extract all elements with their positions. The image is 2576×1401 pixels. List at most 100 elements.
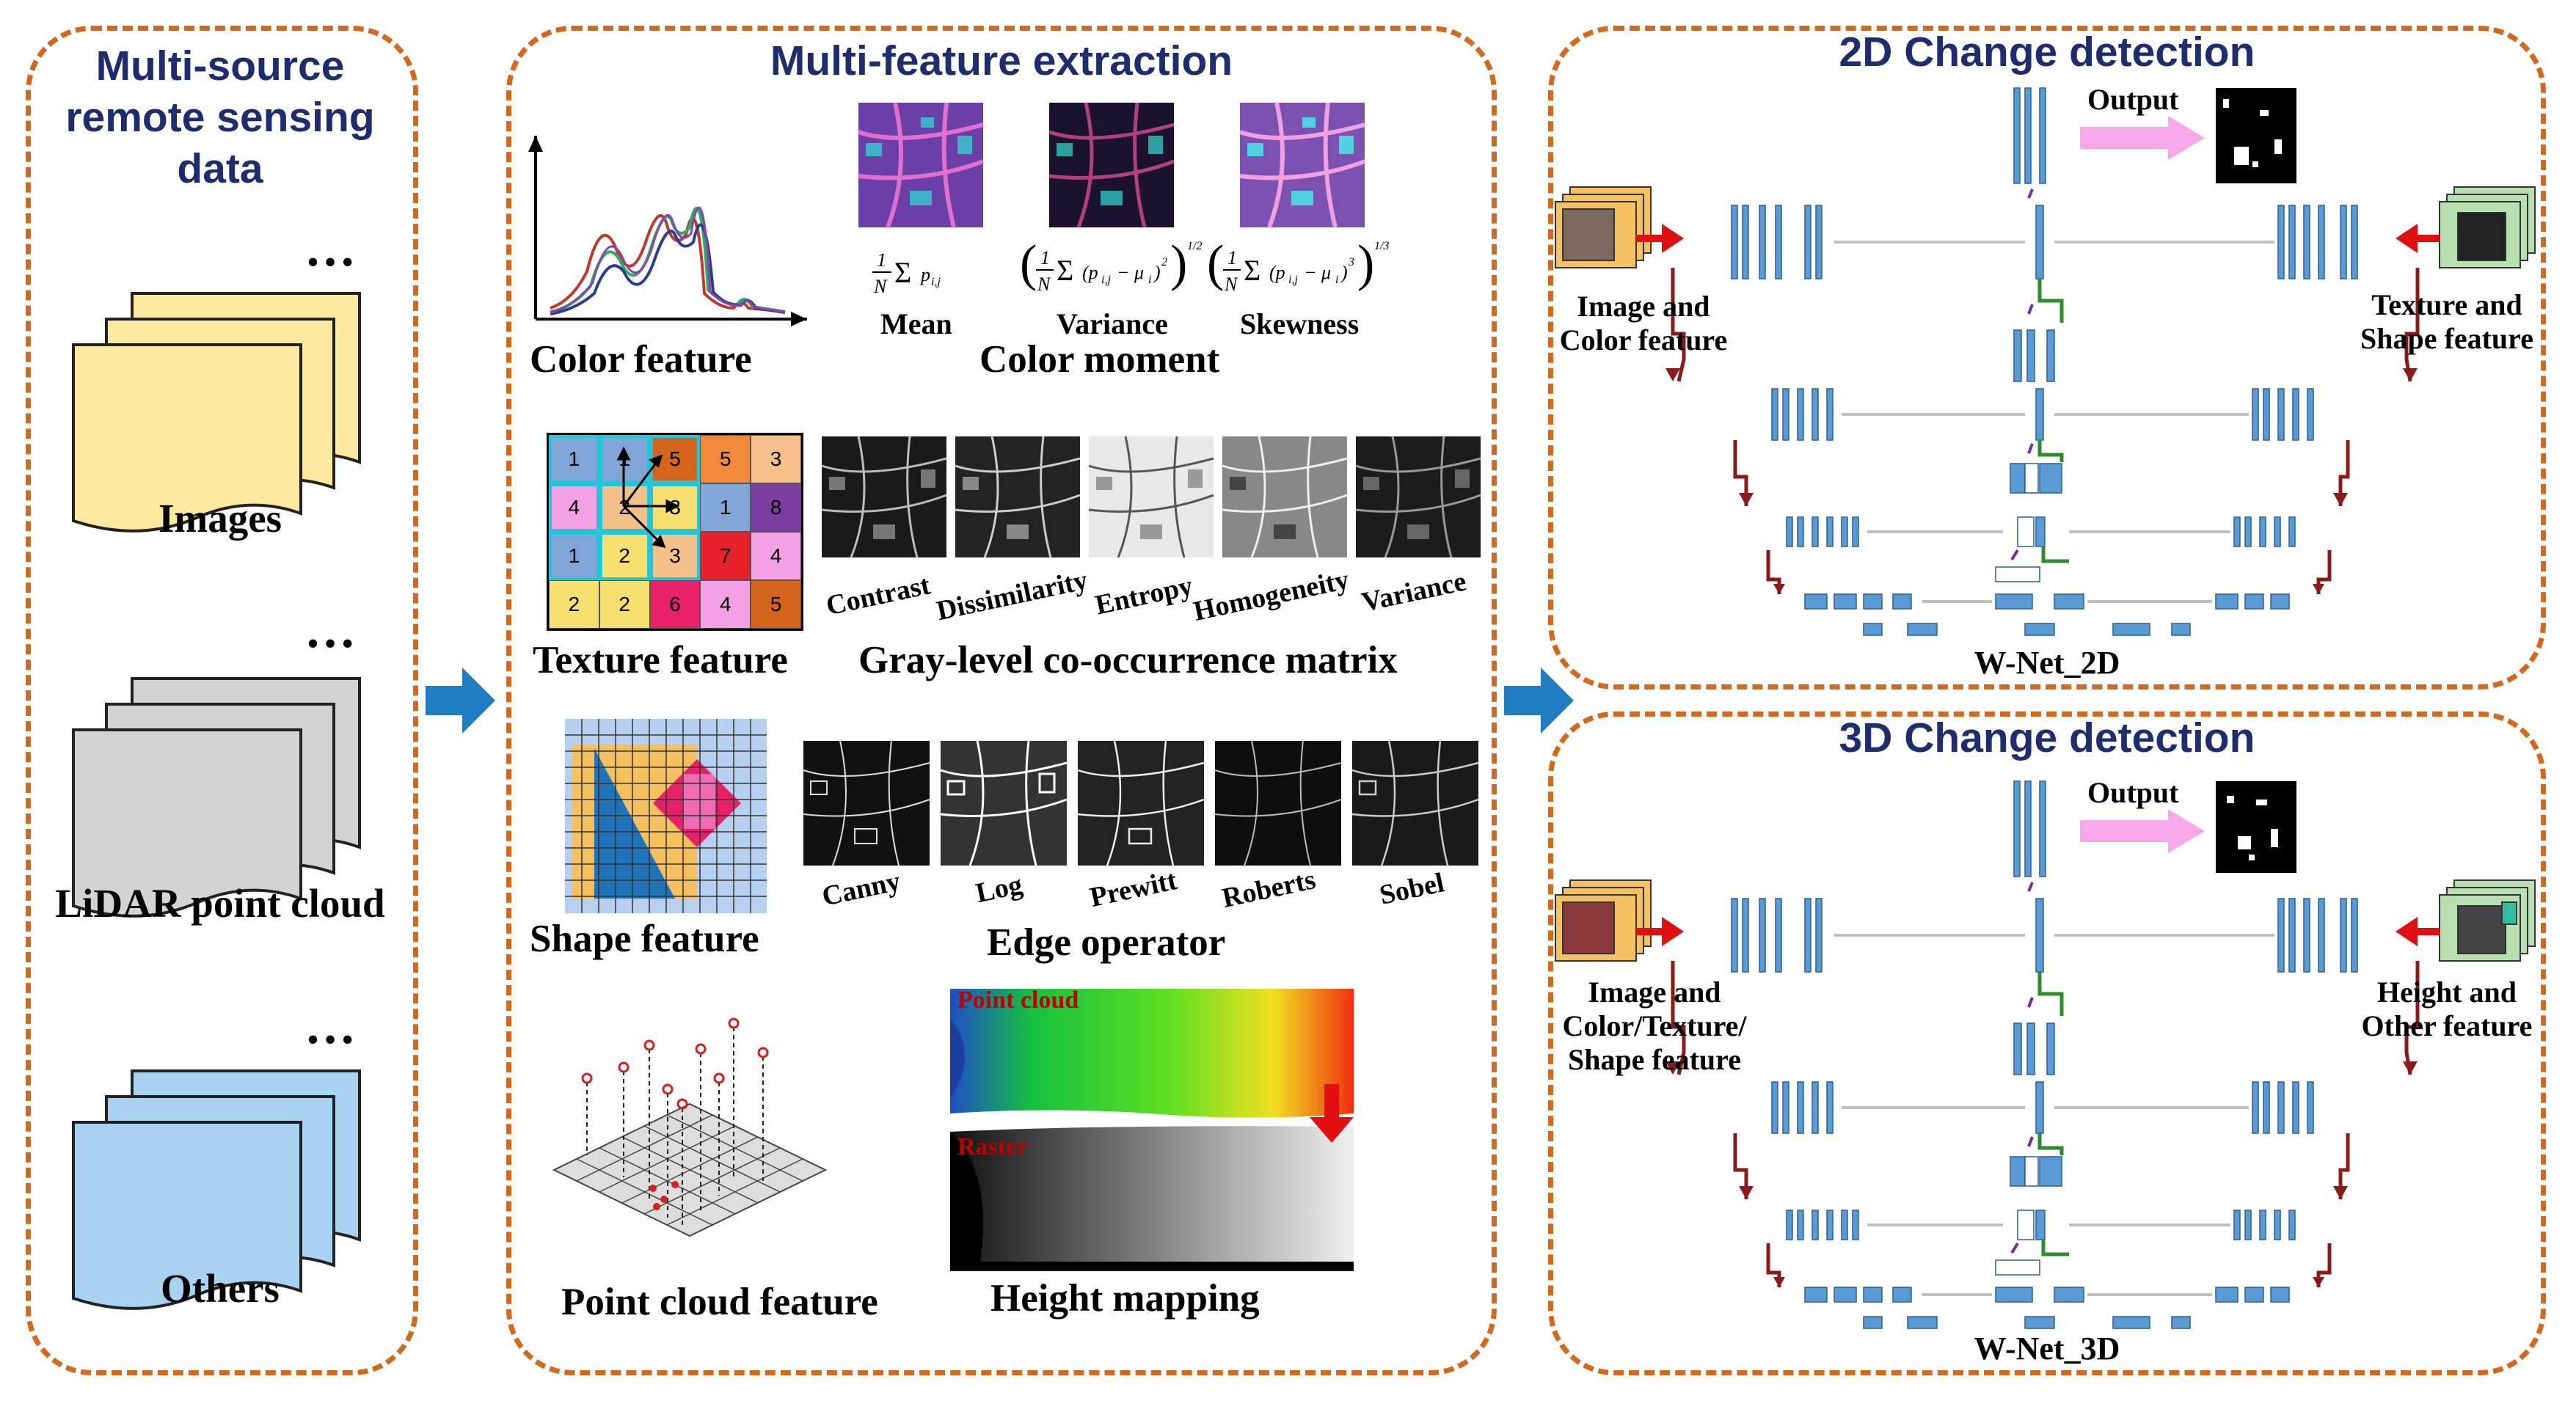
sources-title-line-1: Multi-source xyxy=(95,43,345,89)
left-input-line-2: Color/Texture/ xyxy=(1562,1009,1747,1042)
svg-text:Σ: Σ xyxy=(1244,254,1260,287)
svg-text:Σ: Σ xyxy=(894,256,911,289)
skewness-label: Skewness xyxy=(1240,307,1360,340)
svg-text:N: N xyxy=(873,276,888,297)
flow-arrow-2 xyxy=(1504,667,1574,734)
point-cloud-map xyxy=(950,989,1354,1118)
output-map-3d xyxy=(2216,781,2296,873)
svg-text:): ) xyxy=(1340,262,1348,283)
raster-map xyxy=(950,1126,1354,1268)
color-moment-label: Color moment xyxy=(979,338,1220,381)
svg-text:Σ: Σ xyxy=(1057,254,1073,287)
sources-title-line-2: remote sensing xyxy=(65,94,375,141)
svg-text:): ) xyxy=(1153,262,1161,283)
sources-title-line-3: data xyxy=(177,145,263,192)
glcm-homogeneity-image xyxy=(1222,436,1348,558)
histogram-series-red xyxy=(550,214,786,313)
grid-cell: 3 xyxy=(751,435,801,483)
change3d-title: 3D Change detection xyxy=(1839,714,2255,761)
mean-image xyxy=(858,102,985,229)
lidar-stack-icon xyxy=(72,677,361,918)
svg-text:i,j: i,j xyxy=(1288,274,1298,286)
point-cloud-grid-image xyxy=(552,1017,828,1237)
grid-cell: 5 xyxy=(751,580,801,629)
edge-log-image xyxy=(940,740,1068,866)
svg-text:(p: (p xyxy=(1082,262,1098,283)
svg-text:(: ( xyxy=(1020,235,1037,292)
wnet-2d-diagram xyxy=(1555,87,2536,636)
mean-label: Mean xyxy=(880,307,952,340)
svg-text:1: 1 xyxy=(1040,247,1050,268)
skewness-formula: ( 1 N Σ (p i,j − μ i) 3 ) 1/3 xyxy=(1207,235,1389,295)
shape-feature-label: Shape feature xyxy=(530,918,759,960)
svg-text:1/2: 1/2 xyxy=(1187,240,1202,252)
grid-cell: 4 xyxy=(549,483,599,532)
histogram-series-purple xyxy=(550,206,786,314)
edge-operator-label: Edge operator xyxy=(987,921,1226,964)
height-mapping-label: Height mapping xyxy=(990,1277,1260,1320)
left-input-line-3: Shape feature xyxy=(1568,1043,1741,1076)
output-arrow-3d xyxy=(2080,809,2205,853)
svg-text:(p: (p xyxy=(1269,262,1285,283)
histogram-series-blue xyxy=(550,223,786,315)
svg-text:1: 1 xyxy=(1227,247,1237,268)
color-histogram-chart xyxy=(528,136,807,326)
edge-canny-image xyxy=(803,740,930,866)
change3d-right-input-label: Height and Other feature xyxy=(2348,976,2546,1043)
grid-cell: 1 xyxy=(549,532,599,580)
color-feature-label: Color feature xyxy=(530,338,752,381)
svg-text:1: 1 xyxy=(877,249,886,271)
mapping-down-arrow xyxy=(1310,1084,1354,1143)
images-label: Images xyxy=(158,496,282,541)
lidar-label: LiDAR point cloud xyxy=(55,881,385,926)
svg-text:): ) xyxy=(1170,235,1187,292)
flow-arrow-1 xyxy=(426,667,495,734)
mean-formula: 1 N Σ p i,j xyxy=(872,249,941,297)
height-mapping-image xyxy=(950,989,1354,1271)
svg-text:2: 2 xyxy=(1161,256,1167,268)
svg-text:(: ( xyxy=(1207,235,1224,292)
output-map-2d xyxy=(2216,88,2296,183)
texture-feature-label: Texture feature xyxy=(533,639,788,681)
change2d-title: 2D Change detection xyxy=(1839,29,2255,76)
edge-prewitt-image xyxy=(1077,740,1205,866)
grid-cell: 1 xyxy=(700,483,751,532)
svg-text:N: N xyxy=(1037,274,1051,295)
svg-text:i: i xyxy=(1335,274,1338,286)
output-arrow-2d xyxy=(2080,116,2205,160)
svg-text:3: 3 xyxy=(1348,256,1354,268)
ellipsis-images: … xyxy=(304,221,356,277)
wnet-3d-label: W-Net_3D xyxy=(1974,1331,2120,1367)
edge-sobel-image xyxy=(1351,740,1479,866)
right-input-line-2: Other feature xyxy=(2361,1009,2533,1042)
svg-text:): ) xyxy=(1357,235,1374,292)
grid-cell: 8 xyxy=(751,483,801,532)
features-title: Multi-feature extraction xyxy=(770,37,1233,84)
svg-text:i,j: i,j xyxy=(931,276,941,288)
grid-cell: 2 xyxy=(599,532,650,580)
change3d-left-input-label: Image and Color/Texture/ Shape feature xyxy=(1548,976,1761,1077)
left-input-line-1: Image and xyxy=(1577,290,1710,323)
grid-cell: 7 xyxy=(700,532,751,580)
right-input-line-2: Shape feature xyxy=(2360,322,2533,355)
left-input-line-1: Image and xyxy=(1588,976,1721,1009)
svg-text:− μ: − μ xyxy=(1117,262,1144,283)
ellipsis-lidar: … xyxy=(304,602,356,659)
others-stack-icon xyxy=(72,1069,361,1310)
glcm-label: Gray-level co-occurrence matrix xyxy=(858,639,1398,681)
shape-feature-image xyxy=(565,719,767,913)
images-stack-icon xyxy=(72,292,361,533)
left-input-line-2: Color feature xyxy=(1559,323,1728,356)
point-cloud-tag: Point cloud xyxy=(957,987,1079,1014)
raster-tag: Raster xyxy=(957,1133,1029,1160)
right-input-line-1: Height and xyxy=(2376,976,2517,1009)
others-label: Others xyxy=(161,1266,280,1311)
glcm-contrast-image xyxy=(821,436,947,558)
glcm-entropy-image xyxy=(1088,436,1214,558)
glcm-arrows xyxy=(616,446,680,549)
variance-image xyxy=(1048,102,1175,228)
grid-cell: 2 xyxy=(599,580,650,629)
svg-text:1/3: 1/3 xyxy=(1374,240,1389,252)
edge-roberts-image xyxy=(1214,740,1342,866)
skewness-image xyxy=(1239,102,1366,229)
